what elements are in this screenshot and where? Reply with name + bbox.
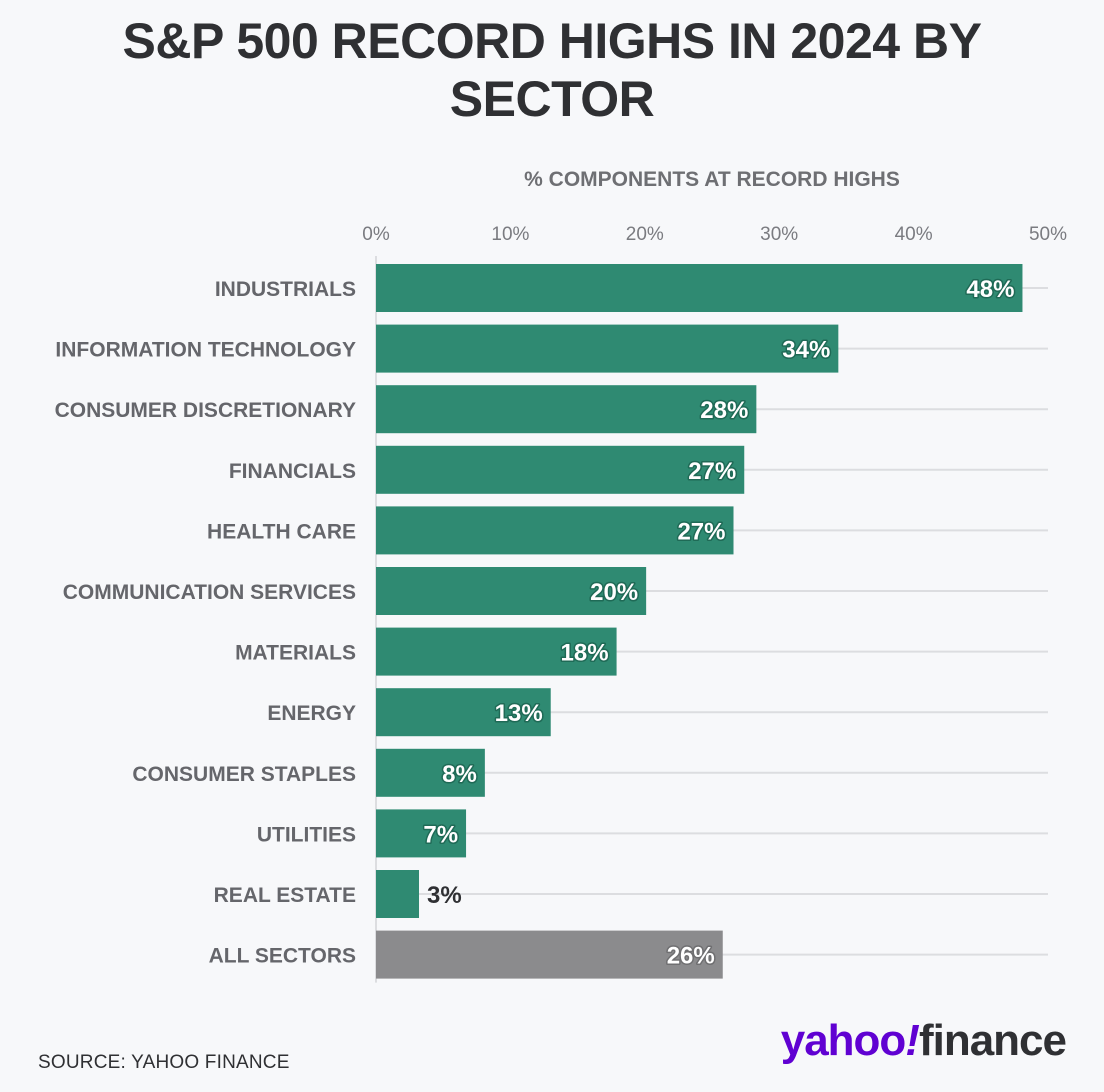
category-label: CONSUMER DISCRETIONARY: [55, 399, 356, 422]
value-label: 34%: [782, 337, 830, 364]
bar: [376, 506, 734, 555]
x-axis-title: % COMPONENTS AT RECORD HIGHS: [524, 168, 900, 191]
bar: [376, 930, 723, 979]
category-label: UTILITIES: [257, 823, 356, 846]
value-label: 26%: [667, 943, 715, 970]
value-label: 27%: [677, 518, 725, 545]
value-label: 3%: [427, 882, 462, 909]
x-tick-label: 50%: [1029, 224, 1067, 245]
bar: [376, 870, 420, 918]
chart-title: S&P 500 RECORD HIGHS IN 2024 BY SECTOR: [122, 13, 982, 127]
logo-exclamation: !: [905, 1016, 920, 1065]
category-label: ALL SECTORS: [209, 945, 356, 968]
value-label: 18%: [561, 640, 609, 667]
bar: [376, 385, 757, 434]
x-tick-label: 30%: [760, 224, 798, 245]
logo-yahoo-text: yahoo: [780, 1016, 907, 1065]
value-label: 13%: [495, 700, 543, 727]
category-label: CONSUMER STAPLES: [132, 763, 356, 786]
category-labels: INDUSTRIALS INFORMATION TECHNOLOGY CONSUME…: [55, 278, 356, 968]
category-label: COMMUNICATION SERVICES: [63, 581, 356, 604]
x-tick-label: 40%: [895, 224, 933, 245]
bar: [376, 688, 551, 737]
category-label: REAL ESTATE: [214, 884, 356, 907]
value-label: 28%: [700, 397, 748, 424]
value-label: 7%: [423, 821, 458, 848]
category-label: INFORMATION TECHNOLOGY: [55, 339, 356, 362]
bar: [376, 445, 745, 494]
bar-chart: 0% 10% 20% 30% 40% 50% INDUSTRIALS INFORMATION…: [55, 224, 1067, 983]
source-note: SOURCE: YAHOO FINANCE: [38, 1052, 290, 1073]
bar: [376, 809, 467, 858]
x-axis-ticks: 0% 10% 20% 30% 40% 50%: [362, 224, 1067, 245]
x-tick-label: 10%: [491, 224, 529, 245]
bar: [376, 748, 485, 797]
value-labels: 48% 34% 28% 27% 27% 20% 18% 13% 8% 7% 3% 26%: [422, 275, 1016, 972]
value-label: 20%: [590, 579, 638, 606]
category-label: MATERIALS: [235, 642, 356, 665]
yahoo-finance-logo: yahoo!finance: [780, 1016, 1067, 1066]
bar: [376, 264, 1023, 312]
value-label: 8%: [442, 761, 477, 788]
category-label: ENERGY: [267, 702, 356, 725]
bars: [376, 264, 1023, 979]
bar: [376, 324, 839, 373]
value-label: 48%: [966, 276, 1014, 303]
logo-finance-text: finance: [918, 1016, 1067, 1065]
category-label: HEALTH CARE: [207, 520, 356, 543]
value-label: 27%: [688, 458, 736, 485]
bar: [376, 567, 647, 615]
bar: [376, 627, 617, 676]
x-tick-label: 20%: [626, 224, 664, 245]
category-label: FINANCIALS: [229, 460, 356, 483]
x-tick-label: 0%: [362, 224, 390, 245]
category-label: INDUSTRIALS: [215, 278, 356, 301]
